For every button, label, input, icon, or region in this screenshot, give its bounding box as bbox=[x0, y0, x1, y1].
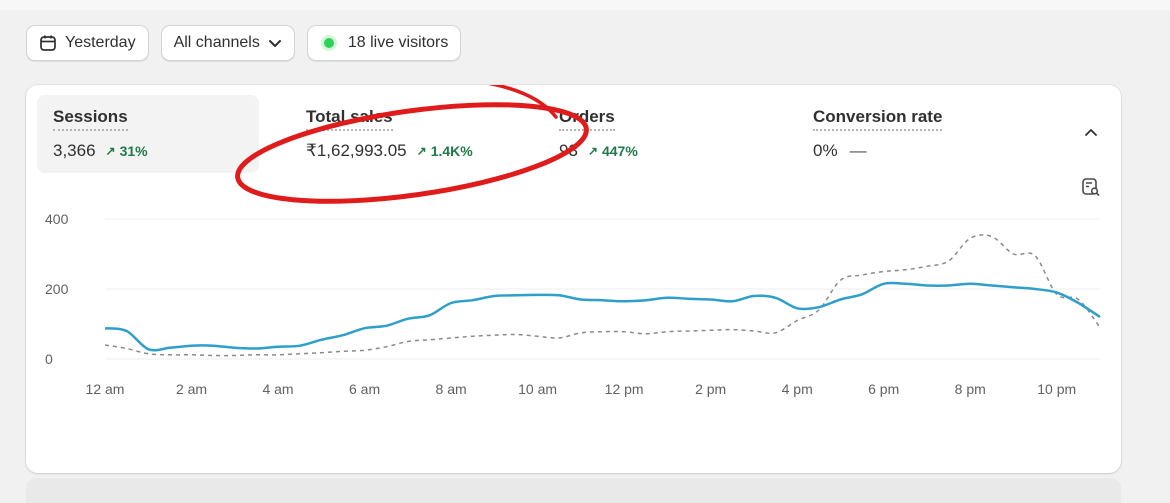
metric-conversion-rate[interactable]: Conversion rate 0% — bbox=[797, 95, 1019, 173]
metric-value: 0% bbox=[813, 141, 838, 160]
x-tick-label: 6 am bbox=[349, 381, 380, 397]
filter-toolbar: Yesterday All channels 18 live visitors bbox=[26, 25, 462, 61]
primary-series-line bbox=[104, 281, 1101, 352]
top-strip bbox=[0, 0, 1170, 10]
y-tick-label: 200 bbox=[45, 281, 69, 297]
live-dot-icon bbox=[323, 38, 334, 48]
x-tick-label: 10 am bbox=[518, 381, 557, 397]
channels-dropdown[interactable]: All channels bbox=[160, 25, 295, 61]
metric-change-value: 31% bbox=[119, 143, 148, 159]
metric-label: Conversion rate bbox=[813, 107, 943, 131]
x-tick-label: 4 am bbox=[262, 381, 293, 397]
metric-change-value: 447% bbox=[601, 143, 638, 159]
x-tick-label: 10 pm bbox=[1037, 381, 1076, 397]
comparison-series-line bbox=[104, 234, 1101, 357]
metric-value: 3,366 bbox=[53, 141, 96, 160]
y-tick-label: 400 bbox=[45, 211, 69, 227]
metric-change-value: — bbox=[849, 141, 867, 160]
chevron-up-icon[interactable] bbox=[1083, 125, 1099, 146]
chart-search-icon[interactable] bbox=[1081, 177, 1101, 202]
x-tick-label: 8 pm bbox=[955, 381, 986, 397]
sessions-line-chart: 0 200 400 12 am 2 am 4 am 6 am 8 am 10 am 12 pm 2… bbox=[45, 211, 1101, 397]
channels-label: All channels bbox=[173, 34, 260, 51]
x-tick-label: 12 pm bbox=[605, 381, 644, 397]
chevron-down-icon bbox=[268, 36, 282, 50]
x-tick-label: 6 pm bbox=[868, 381, 899, 397]
arrow-up-right-icon: ↗ bbox=[587, 144, 598, 158]
y-tick-label: 0 bbox=[45, 351, 53, 367]
calendar-icon bbox=[39, 34, 57, 52]
x-tick-label: 4 pm bbox=[782, 381, 813, 397]
arrow-up-right-icon: ↗ bbox=[105, 144, 116, 158]
x-tick-label: 2 am bbox=[176, 381, 207, 397]
analytics-card: Sessions 3,366 ↗ 31% Total sales ₹1,62,99… bbox=[26, 85, 1121, 473]
date-range-label: Yesterday bbox=[65, 34, 136, 51]
date-range-button[interactable]: Yesterday bbox=[26, 25, 149, 61]
x-tick-label: 12 am bbox=[86, 381, 125, 397]
metric-change: ↗ 447% bbox=[588, 143, 638, 159]
live-visitors-label: 18 live visitors bbox=[347, 34, 449, 51]
metric-sessions[interactable]: Sessions 3,366 ↗ 31% bbox=[37, 95, 259, 173]
x-tick-label: 8 am bbox=[436, 381, 467, 397]
x-tick-label: 2 pm bbox=[695, 381, 726, 397]
next-card-edge bbox=[26, 478, 1121, 503]
metric-change: ↗ 31% bbox=[106, 143, 148, 159]
metric-label: Sessions bbox=[53, 107, 128, 131]
live-visitors-button[interactable]: 18 live visitors bbox=[306, 25, 462, 61]
